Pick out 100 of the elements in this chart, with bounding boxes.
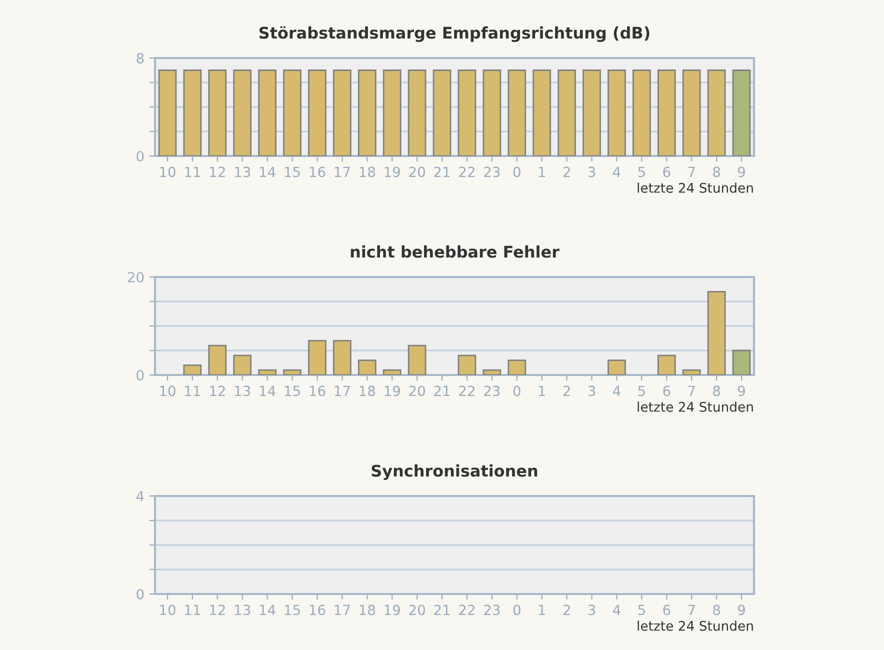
bar [382, 369, 402, 375]
x-tick-label: 22 [459, 166, 474, 177]
x-tick-label: 7 [688, 386, 695, 396]
y-tick-label: 4 [136, 491, 144, 502]
x-tick-label: 22 [459, 604, 474, 615]
x-tick-label: 20 [409, 166, 425, 178]
bar [358, 360, 376, 375]
x-tick-label: 21 [434, 166, 450, 177]
bar [508, 360, 526, 375]
bar [208, 344, 227, 375]
x-tick-label: 20 [409, 386, 425, 396]
x-tick-label: 17 [334, 166, 350, 177]
y-tick-label: 8 [136, 52, 144, 64]
x-tick-label: 19 [384, 386, 400, 396]
x-tick-label: 3 [588, 604, 596, 616]
x-tick-label: 11 [185, 604, 200, 615]
x-tick-label: 1 [538, 166, 545, 177]
x-tick-label: 19 [384, 166, 400, 178]
x-tick-label: 8 [713, 604, 720, 616]
x-tick-label: 14 [260, 386, 276, 396]
bar [732, 350, 751, 375]
bar [183, 364, 202, 375]
y-tick-label: 0 [136, 150, 144, 162]
x-tick-label: 16 [310, 386, 326, 396]
x-axis-title: letzte 24 Stunden [638, 182, 753, 193]
x-tick-label: 22 [459, 386, 474, 396]
x-tick-label: 11 [185, 166, 200, 177]
y-tick-label: 0 [136, 370, 144, 380]
x-tick-label: 3 [588, 166, 596, 178]
bar [333, 340, 352, 375]
bar [233, 354, 252, 375]
x-tick-label: 0 [513, 166, 520, 178]
bar [657, 354, 676, 375]
bar [408, 344, 426, 375]
bar [458, 354, 476, 375]
x-tick-label: 3 [588, 386, 596, 396]
bar [707, 291, 726, 375]
x-tick-label: 2 [563, 386, 570, 396]
x-tick-label: 5 [638, 386, 645, 396]
bar [482, 369, 502, 375]
x-tick-label: 12 [210, 604, 225, 615]
x-tick-label: 21 [434, 386, 450, 396]
x-tick-label: 19 [384, 604, 400, 616]
x-tick-label: 4 [612, 604, 620, 615]
x-tick-label: 9 [738, 386, 745, 396]
chart-title: nicht behebbare Fehler [350, 245, 560, 258]
x-tick-label: 13 [235, 386, 250, 396]
x-tick-label: 23 [484, 604, 500, 616]
x-tick-label: 5 [638, 166, 645, 178]
x-tick-label: 16 [310, 604, 326, 616]
x-tick-label: 4 [612, 386, 620, 396]
x-axis-title: letzte 24 Stunden [638, 402, 753, 412]
x-tick-label: 12 [210, 386, 225, 396]
y-tick-label: 20 [128, 272, 144, 282]
x-tick-label: 18 [360, 166, 376, 178]
x-tick-label: 7 [688, 604, 695, 615]
bar [608, 360, 626, 375]
bar [308, 340, 326, 375]
x-tick-label: 8 [713, 386, 720, 396]
x-tick-label: 23 [484, 386, 500, 396]
x-tick-label: 20 [409, 604, 425, 616]
x-tick-label: 0 [513, 604, 520, 616]
x-tick-label: 9 [738, 166, 745, 178]
x-tick-label: 0 [513, 386, 520, 396]
x-tick-label: 14 [260, 604, 276, 615]
x-tick-label: 17 [334, 386, 350, 396]
x-tick-label: 18 [360, 386, 376, 396]
x-tick-label: 17 [334, 604, 350, 615]
x-tick-label: 5 [638, 604, 645, 616]
x-tick-label: 11 [185, 386, 200, 396]
x-tick-label: 6 [663, 386, 670, 396]
x-tick-label: 10 [160, 386, 176, 396]
x-tick-label: 6 [663, 604, 670, 616]
x-tick-label: 7 [688, 166, 695, 177]
x-tick-label: 15 [284, 166, 300, 178]
x-tick-label: 16 [310, 166, 326, 178]
x-tick-label: 1 [538, 604, 545, 615]
x-tick-label: 23 [484, 166, 500, 178]
x-axis-title: letzte 24 Stunden [638, 620, 753, 631]
chart-title: Synchronisationen [372, 464, 538, 480]
x-tick-label: 9 [738, 604, 745, 616]
x-tick-label: 6 [663, 166, 670, 178]
bar [682, 369, 701, 375]
y-tick-label: 0 [136, 588, 144, 600]
x-tick-label: 15 [284, 386, 300, 396]
x-tick-label: 4 [612, 166, 620, 177]
bar [258, 369, 276, 375]
x-tick-label: 21 [434, 604, 450, 615]
x-tick-label: 1 [538, 386, 545, 396]
bar [283, 369, 302, 375]
x-tick-label: 10 [160, 166, 176, 178]
x-tick-label: 14 [260, 166, 276, 177]
x-tick-label: 2 [563, 166, 570, 177]
x-tick-label: 13 [235, 604, 250, 616]
chart-title: Störabstandsmarge Empfangsrichtung (dB) [259, 26, 650, 42]
x-tick-label: 13 [235, 166, 250, 178]
x-tick-label: 15 [284, 604, 300, 616]
x-tick-label: 18 [360, 604, 376, 616]
x-tick-label: 2 [563, 604, 570, 615]
x-tick-label: 8 [713, 166, 720, 178]
